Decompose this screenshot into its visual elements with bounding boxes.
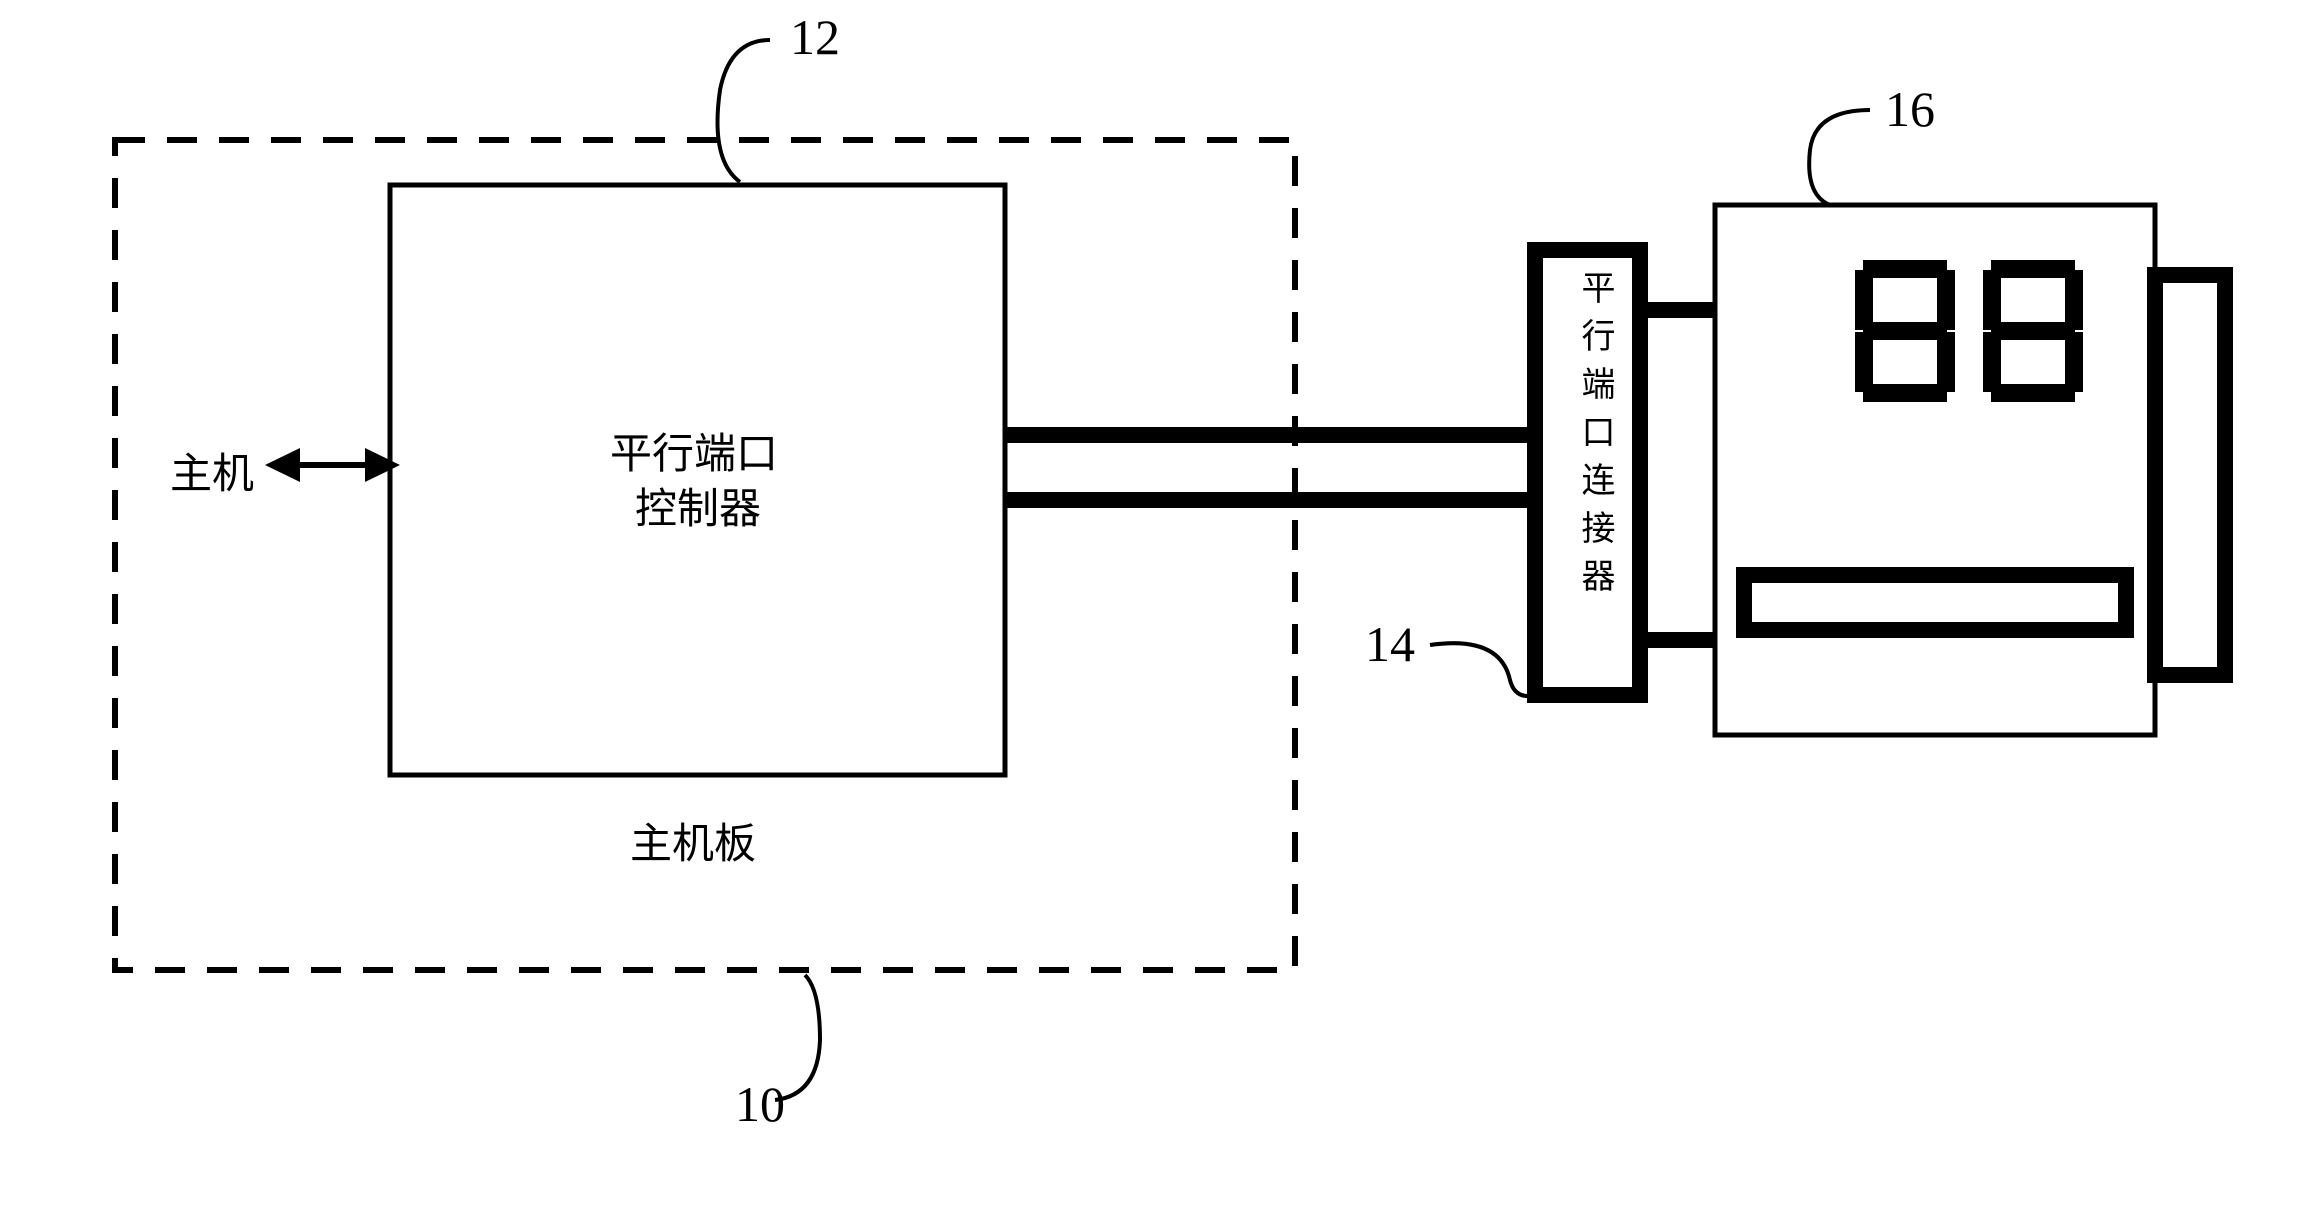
host-arrow-left [265, 448, 300, 482]
controller-label-1: 平行端口 [610, 420, 778, 481]
connector-label: 平行端口连接器 [1570, 270, 1619, 606]
diagram-canvas: 主机 平行端口 控制器 主机板 平行端口连接器 12 10 14 16 [0, 0, 2318, 1212]
ref-12: 12 [790, 8, 840, 66]
device-right-tab [2155, 275, 2225, 675]
motherboard-label: 主机板 [630, 810, 756, 871]
ref-16: 16 [1885, 80, 1935, 138]
device-bottom-bar [1744, 575, 2126, 630]
ref-14: 14 [1365, 615, 1415, 673]
host-label: 主机 [170, 440, 254, 501]
ref-10: 10 [735, 1075, 785, 1133]
leader-14 [1430, 643, 1535, 696]
digit-1 [1855, 260, 1955, 402]
controller-label-2: 控制器 [635, 475, 761, 536]
diagram-svg [0, 0, 2318, 1212]
device-body [1715, 205, 2155, 735]
digit-2 [1983, 260, 2083, 402]
leader-16 [1809, 110, 1870, 205]
seven-seg-display [1855, 260, 2083, 402]
host-arrow-right [365, 448, 400, 482]
leader-12 [718, 40, 771, 182]
